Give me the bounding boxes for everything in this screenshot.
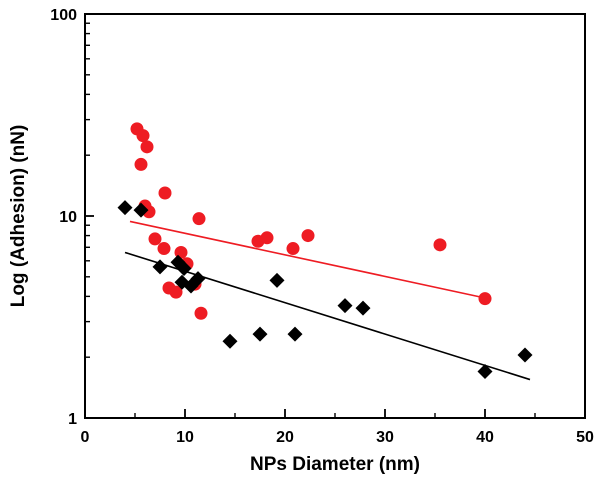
x-tick-label: 10 (176, 429, 194, 446)
data-point-red-circles (158, 186, 172, 200)
plot-box (84, 13, 586, 419)
data-point-red-circles (433, 238, 447, 252)
data-point-black-diamonds (477, 363, 493, 379)
data-point-black-diamonds (517, 347, 533, 363)
data-point-black-diamonds (252, 326, 268, 342)
y-tick-label: 1 (68, 411, 77, 428)
x-tick-label: 20 (276, 429, 294, 446)
data-point-red-circles (301, 229, 315, 243)
data-point-black-diamonds (152, 259, 168, 275)
data-point-red-circles (192, 212, 206, 226)
data-point-red-circles (134, 157, 148, 171)
data-point-black-diamonds (222, 333, 238, 349)
x-tick-label: 30 (376, 429, 394, 446)
data-point-black-diamonds (287, 326, 303, 342)
y-axis-title: Log (Adhesion) (nN) (8, 125, 29, 308)
data-point-red-circles (194, 306, 208, 320)
data-point-black-diamonds (190, 271, 206, 287)
data-point-red-circles (140, 140, 154, 154)
data-point-black-diamonds (133, 202, 149, 218)
data-point-red-circles (169, 285, 183, 299)
data-point-red-circles (136, 129, 150, 143)
data-point-black-diamonds (269, 272, 285, 288)
data-point-black-diamonds (117, 200, 133, 216)
x-tick-label: 40 (476, 429, 494, 446)
data-point-black-diamonds (355, 300, 371, 316)
x-axis-title: NPs Diameter (nm) (250, 454, 420, 475)
data-point-red-circles (478, 292, 492, 306)
trendline-red-circles (129, 220, 489, 300)
y-tick-label: 10 (59, 209, 77, 226)
data-point-black-diamonds (337, 298, 353, 314)
trendline-black-diamonds (124, 251, 531, 381)
data-point-red-circles (157, 242, 171, 256)
x-tick-label: 0 (81, 429, 90, 446)
data-point-red-circles (148, 232, 162, 246)
data-point-red-circles (286, 242, 300, 256)
data-point-red-circles (260, 231, 274, 245)
data-point-black-diamonds (176, 260, 192, 276)
x-tick-label: 50 (576, 429, 594, 446)
y-tick-label: 100 (50, 7, 77, 24)
